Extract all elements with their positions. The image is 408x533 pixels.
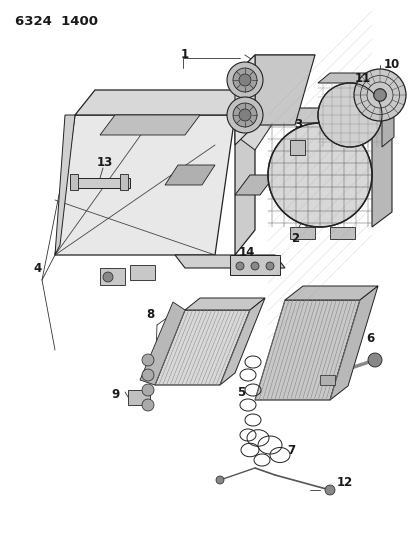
Circle shape bbox=[216, 476, 224, 484]
Circle shape bbox=[266, 262, 274, 270]
Circle shape bbox=[233, 68, 257, 92]
Ellipse shape bbox=[318, 83, 382, 147]
Text: 1: 1 bbox=[181, 49, 189, 61]
Bar bbox=[70, 174, 78, 190]
Text: 3: 3 bbox=[294, 118, 302, 132]
Bar bbox=[120, 174, 128, 190]
Circle shape bbox=[239, 109, 251, 121]
Text: 14: 14 bbox=[239, 246, 255, 259]
Polygon shape bbox=[285, 286, 378, 300]
Circle shape bbox=[251, 262, 259, 270]
Text: 10: 10 bbox=[384, 59, 400, 71]
Text: 6: 6 bbox=[366, 332, 374, 344]
Text: 11: 11 bbox=[355, 71, 371, 85]
Text: 8: 8 bbox=[146, 309, 154, 321]
Polygon shape bbox=[235, 105, 275, 150]
Circle shape bbox=[227, 97, 263, 133]
Polygon shape bbox=[290, 227, 315, 239]
Polygon shape bbox=[382, 73, 394, 147]
Circle shape bbox=[227, 62, 263, 98]
Polygon shape bbox=[100, 115, 200, 135]
Circle shape bbox=[233, 103, 257, 127]
Polygon shape bbox=[235, 55, 315, 75]
Text: 9: 9 bbox=[111, 389, 119, 401]
Polygon shape bbox=[290, 140, 305, 155]
Circle shape bbox=[368, 353, 382, 367]
Circle shape bbox=[142, 399, 154, 411]
Polygon shape bbox=[372, 108, 392, 227]
Polygon shape bbox=[235, 90, 255, 255]
Polygon shape bbox=[230, 255, 280, 275]
Polygon shape bbox=[155, 310, 250, 385]
Circle shape bbox=[325, 485, 335, 495]
Polygon shape bbox=[318, 73, 394, 83]
Polygon shape bbox=[175, 255, 285, 268]
Circle shape bbox=[103, 272, 113, 282]
Polygon shape bbox=[268, 108, 392, 123]
Text: 4: 4 bbox=[34, 262, 42, 274]
Circle shape bbox=[142, 354, 154, 366]
Polygon shape bbox=[255, 300, 360, 400]
Polygon shape bbox=[185, 298, 265, 310]
Text: 2: 2 bbox=[291, 231, 299, 245]
Polygon shape bbox=[75, 90, 255, 115]
Ellipse shape bbox=[268, 123, 372, 227]
Polygon shape bbox=[330, 227, 355, 239]
Text: 5: 5 bbox=[237, 386, 245, 400]
Polygon shape bbox=[55, 115, 235, 255]
Text: 12: 12 bbox=[337, 477, 353, 489]
Polygon shape bbox=[330, 286, 378, 400]
Text: 6324  1400: 6324 1400 bbox=[15, 15, 98, 28]
Polygon shape bbox=[255, 55, 315, 125]
Circle shape bbox=[236, 262, 244, 270]
Polygon shape bbox=[70, 178, 130, 188]
Polygon shape bbox=[130, 265, 155, 280]
Polygon shape bbox=[55, 115, 75, 255]
Circle shape bbox=[142, 369, 154, 381]
Circle shape bbox=[354, 69, 406, 121]
Polygon shape bbox=[235, 175, 275, 195]
Polygon shape bbox=[235, 55, 255, 145]
Polygon shape bbox=[320, 375, 335, 385]
Circle shape bbox=[239, 74, 251, 86]
Polygon shape bbox=[220, 298, 265, 385]
Polygon shape bbox=[128, 390, 150, 405]
Polygon shape bbox=[140, 302, 185, 385]
Circle shape bbox=[374, 89, 386, 101]
Text: 7: 7 bbox=[287, 443, 295, 456]
Polygon shape bbox=[165, 165, 215, 185]
Polygon shape bbox=[100, 268, 125, 285]
Circle shape bbox=[142, 384, 154, 396]
Text: 13: 13 bbox=[97, 156, 113, 168]
